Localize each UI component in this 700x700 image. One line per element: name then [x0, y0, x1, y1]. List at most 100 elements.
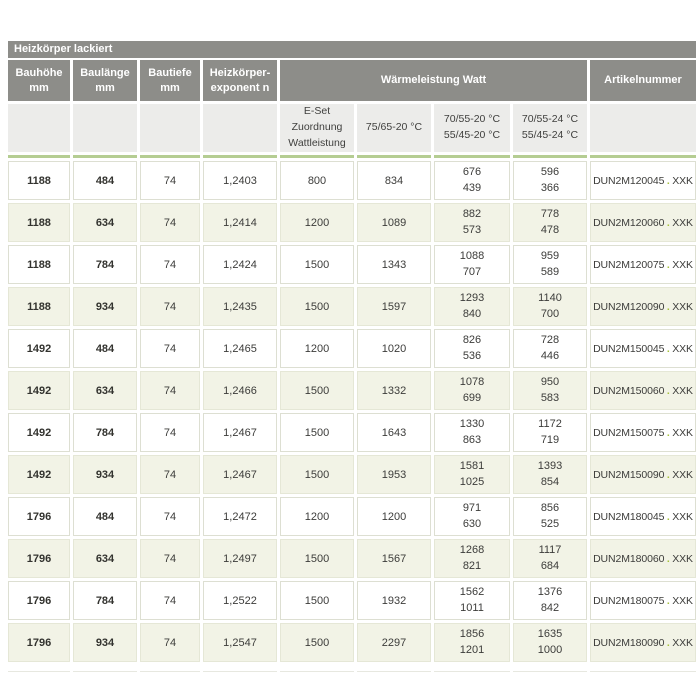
cell-watt-70-55-20: 676 439 — [434, 161, 510, 200]
article-suffix: XXK — [672, 216, 693, 229]
cell-watt-70-55-24: 959 589 — [513, 245, 587, 284]
cell-baulaenge: 934 — [73, 287, 137, 326]
watt-line: 1393 — [537, 460, 563, 473]
watt-line: 863 — [462, 433, 482, 446]
subheader-empty-bautiefe — [140, 104, 200, 152]
cell-watt-70-55-24: 778 478 — [513, 203, 587, 242]
col-header-baulaenge: Baulänge mm — [73, 60, 137, 101]
cell-artikelnummer: DUN2M120090. XXK — [590, 287, 696, 326]
watt-line: 536 — [462, 349, 482, 362]
cell-bautiefe: 74 — [140, 203, 200, 242]
cell-artikelnummer: DUN2M150090. XXK — [590, 455, 696, 494]
cell-artikelnummer: DUN2M150060. XXK — [590, 371, 696, 410]
cell-bautiefe: 74 — [140, 413, 200, 452]
subheader-75-65-20: 75/65-20 °C — [357, 104, 431, 152]
cell-eset-wattleistung: 1200 — [280, 329, 354, 368]
cell-eset-wattleistung: 1500 — [280, 455, 354, 494]
cell-exponent: 1,2497 — [203, 539, 277, 578]
watt-line: 707 — [462, 265, 482, 278]
watt-line: 478 — [540, 223, 560, 236]
article-number: DUN2M120075 — [593, 258, 665, 271]
cell-artikelnummer: DUN2M180090. XXK — [590, 623, 696, 662]
cell-artikelnummer: DUN2M120075. XXK — [590, 245, 696, 284]
accent-divider — [357, 155, 431, 158]
watt-line: 699 — [462, 391, 482, 404]
article-number: DUN2M180090 — [593, 636, 665, 649]
article-number: DUN2M180075 — [593, 594, 665, 607]
cell-bautiefe: 74 — [140, 623, 200, 662]
article-suffix: XXK — [672, 552, 693, 565]
subheader-empty-baulaenge — [73, 104, 137, 152]
col-header-bauhoehe: Bauhöhe mm — [8, 60, 70, 101]
cell-exponent: 1,2424 — [203, 245, 277, 284]
cell-baulaenge: 784 — [73, 581, 137, 620]
cell-bauhoehe: 1796 — [8, 623, 70, 662]
partial-cell-edge — [140, 671, 200, 672]
cell-baulaenge: 784 — [73, 245, 137, 284]
watt-line: 1562 — [459, 586, 485, 599]
cell-artikelnummer: DUN2M120045. XXK — [590, 161, 696, 200]
cell-bautiefe: 74 — [140, 329, 200, 368]
subheader-line: 70/55-24 °C — [521, 113, 579, 126]
subheader-eset: E-Set Zuordnung Wattleistung — [280, 104, 354, 152]
article-separator-dot: . — [666, 342, 670, 355]
watt-line: 1376 — [537, 586, 563, 599]
col-header-line: mm — [160, 81, 180, 94]
section-title: Heizkörper lackiert — [14, 43, 113, 55]
cell-watt-70-55-20: 1856 1201 — [434, 623, 510, 662]
article-number: DUN2M120045 — [593, 174, 665, 187]
cell-baulaenge: 484 — [73, 329, 137, 368]
subheader-line: 55/45-20 °C — [443, 129, 501, 141]
cell-bautiefe: 74 — [140, 245, 200, 284]
accent-divider — [434, 155, 510, 158]
article-suffix: XXK — [672, 426, 693, 439]
article-suffix: XXK — [672, 342, 693, 355]
article-suffix: XXK — [672, 594, 693, 607]
watt-line: 778 — [540, 208, 560, 221]
cell-exponent: 1,2467 — [203, 413, 277, 452]
partial-cell-edge — [357, 671, 431, 672]
article-number: DUN2M150075 — [593, 426, 665, 439]
watt-line: 1268 — [459, 544, 485, 557]
article-separator-dot: . — [666, 258, 670, 271]
watt-line: 1201 — [459, 643, 485, 656]
cell-watt-70-55-24: 856 525 — [513, 497, 587, 536]
cell-watt-70-55-20: 1330 863 — [434, 413, 510, 452]
article-number: DUN2M120060 — [593, 216, 665, 229]
col-header-waermeleistung: Wärmeleistung Watt — [280, 60, 587, 101]
article-number: DUN2M150045 — [593, 342, 665, 355]
cell-watt-75-65-20: 1332 — [357, 371, 431, 410]
partial-cell-edge — [590, 671, 696, 672]
watt-line: 1000 — [537, 643, 563, 656]
cell-artikelnummer: DUN2M180075. XXK — [590, 581, 696, 620]
cell-watt-70-55-20: 1581 1025 — [434, 455, 510, 494]
subheader-line: 70/55-20 °C — [443, 113, 501, 126]
subheader-70-55-20: 70/55-20 °C 55/45-20 °C — [434, 104, 510, 152]
watt-line: 826 — [462, 334, 482, 347]
article-separator-dot: . — [666, 510, 670, 523]
cell-eset-wattleistung: 1200 — [280, 203, 354, 242]
watt-line: 728 — [540, 334, 560, 347]
article-suffix: XXK — [672, 174, 693, 187]
cell-exponent: 1,2547 — [203, 623, 277, 662]
watt-line: 684 — [540, 559, 560, 572]
partial-cell-edge — [434, 671, 510, 672]
cell-watt-70-55-20: 1268 821 — [434, 539, 510, 578]
cell-exponent: 1,2522 — [203, 581, 277, 620]
col-header-line: mm — [95, 81, 115, 94]
cell-baulaenge: 484 — [73, 497, 137, 536]
cell-exponent: 1,2466 — [203, 371, 277, 410]
watt-line: 971 — [462, 502, 482, 515]
cell-artikelnummer: DUN2M180060. XXK — [590, 539, 696, 578]
cell-watt-75-65-20: 2297 — [357, 623, 431, 662]
partial-cell-edge — [513, 671, 587, 672]
watt-line: 1172 — [538, 418, 562, 431]
accent-divider — [280, 155, 354, 158]
cell-bautiefe: 74 — [140, 539, 200, 578]
cell-watt-70-55-20: 1078 699 — [434, 371, 510, 410]
watt-line: 1635 — [537, 628, 563, 641]
accent-divider — [8, 155, 70, 158]
watt-line: 842 — [540, 601, 560, 614]
cell-eset-wattleistung: 1500 — [280, 245, 354, 284]
col-header-line: Bauhöhe — [15, 66, 63, 79]
